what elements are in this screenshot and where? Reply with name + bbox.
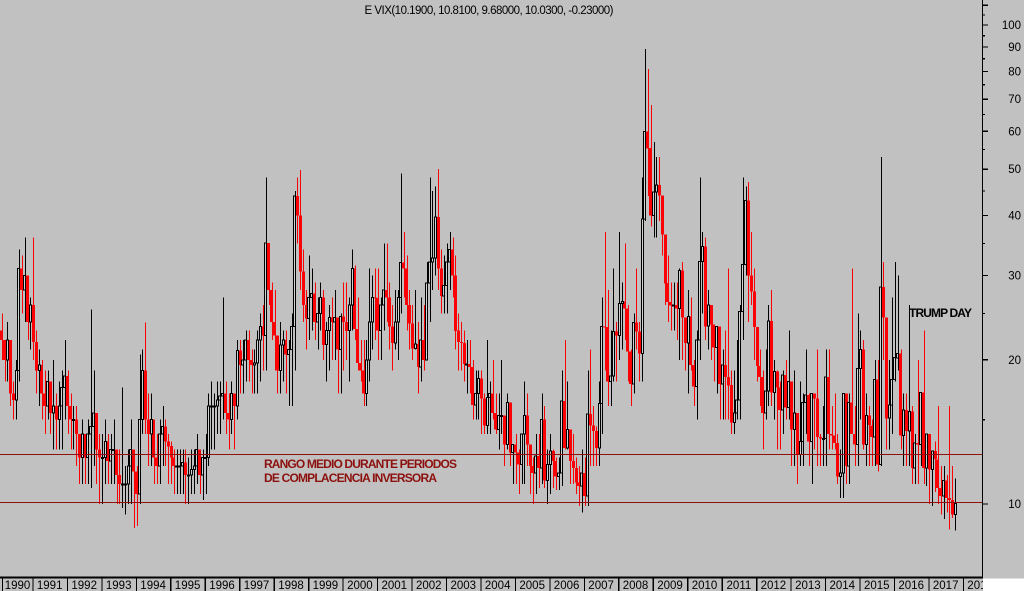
svg-text:50: 50 — [1008, 164, 1021, 176]
svg-text:2011: 2011 — [727, 580, 752, 591]
svg-text:1999: 1999 — [313, 580, 339, 591]
svg-text:2007: 2007 — [588, 580, 614, 591]
svg-text:2009: 2009 — [657, 580, 683, 591]
svg-text:1993: 1993 — [106, 580, 132, 591]
svg-text:2003: 2003 — [451, 580, 477, 591]
svg-text:100: 100 — [1002, 20, 1021, 32]
svg-text:10: 10 — [1008, 499, 1021, 511]
svg-text:20: 20 — [1008, 355, 1021, 367]
svg-text:2010: 2010 — [692, 580, 718, 591]
svg-text:2001: 2001 — [382, 580, 408, 591]
svg-text:2014: 2014 — [830, 580, 856, 591]
svg-text:1996: 1996 — [209, 580, 235, 591]
svg-text:2013: 2013 — [795, 580, 821, 591]
svg-text:RANGO MEDIO DURANTE PERIODOS: RANGO MEDIO DURANTE PERIODOS — [264, 457, 457, 471]
svg-text:2004: 2004 — [485, 580, 511, 591]
svg-text:2006: 2006 — [554, 580, 580, 591]
svg-text:2008: 2008 — [623, 580, 649, 591]
svg-text:2015: 2015 — [864, 580, 890, 591]
svg-text:30: 30 — [1008, 271, 1021, 283]
svg-text:TRUMP DAY: TRUMP DAY — [909, 306, 972, 320]
svg-text:E VIX(10.1900, 10.8100, 9.6800: E VIX(10.1900, 10.8100, 9.68000, 10.0300… — [365, 5, 614, 17]
svg-text:2018: 2018 — [967, 580, 993, 591]
svg-text:2005: 2005 — [519, 580, 545, 591]
svg-text:2012: 2012 — [761, 580, 787, 591]
svg-text:1997: 1997 — [244, 580, 270, 591]
svg-text:2000: 2000 — [347, 580, 373, 591]
svg-text:40: 40 — [1008, 211, 1021, 223]
svg-text:2017: 2017 — [933, 580, 959, 591]
svg-text:1998: 1998 — [278, 580, 304, 591]
svg-text:1992: 1992 — [71, 580, 97, 591]
svg-text:1990: 1990 — [5, 580, 31, 591]
svg-text:60: 60 — [1008, 126, 1021, 138]
svg-text:2016: 2016 — [898, 580, 924, 591]
svg-text:90: 90 — [1008, 42, 1021, 54]
svg-text:70: 70 — [1008, 94, 1021, 106]
svg-text:1995: 1995 — [175, 580, 201, 591]
svg-text:80: 80 — [1008, 66, 1021, 78]
svg-text:DE COMPLACENCIA INVERSORA: DE COMPLACENCIA INVERSORA — [264, 471, 437, 485]
svg-text:1994: 1994 — [140, 580, 166, 591]
svg-text:1991: 1991 — [37, 580, 63, 591]
svg-text:2002: 2002 — [416, 580, 442, 591]
